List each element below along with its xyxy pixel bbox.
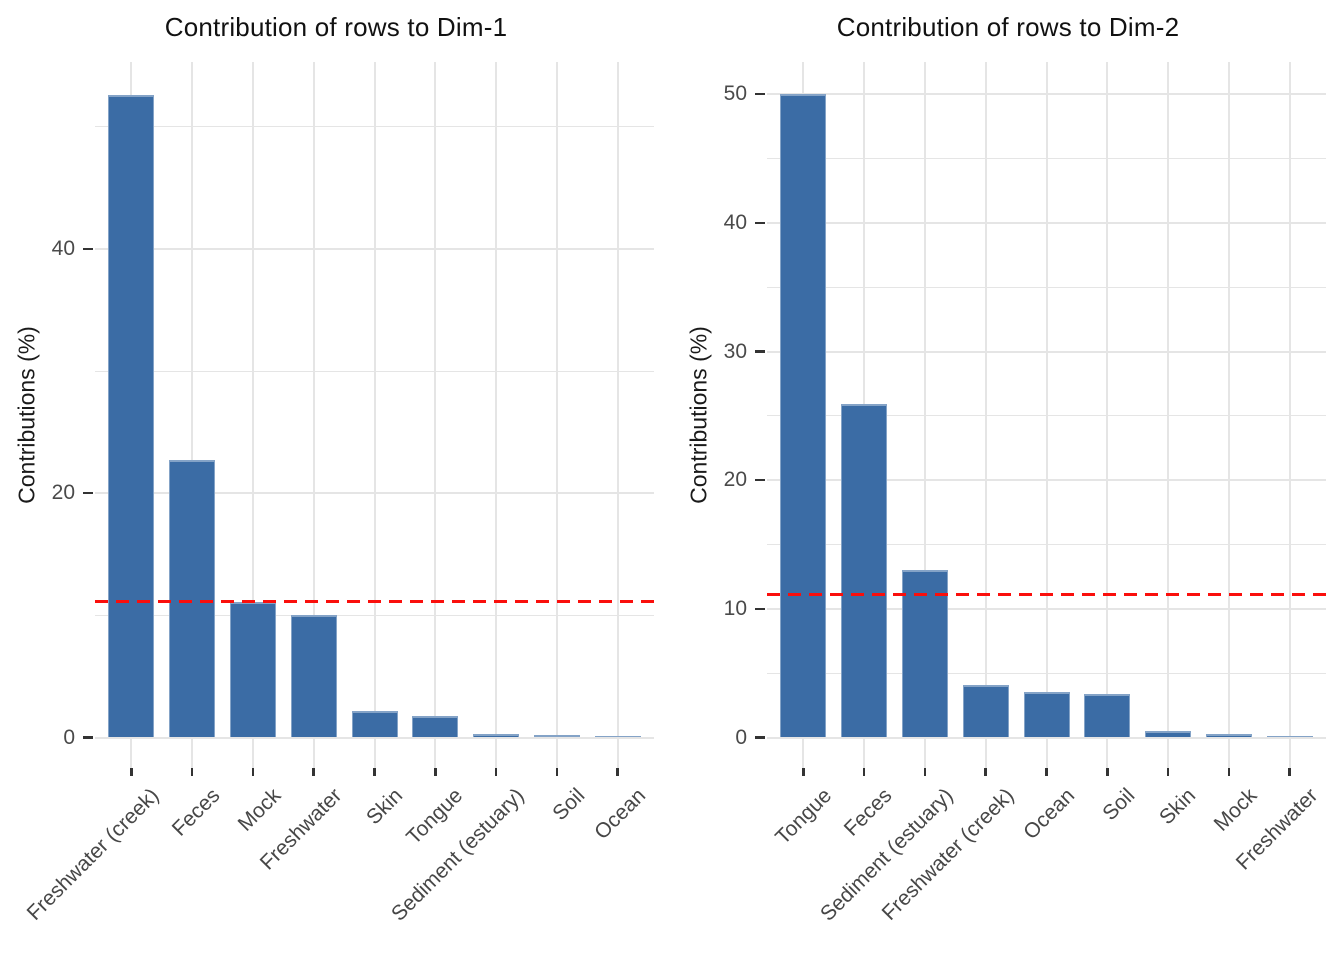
y-tick-mark <box>755 736 765 739</box>
x-gridline <box>312 62 315 768</box>
x-tick-mark <box>616 768 619 776</box>
x-tick-label: Mock <box>233 784 286 836</box>
x-tick-mark <box>1227 768 1231 776</box>
y-tick-label: 0 <box>735 725 747 749</box>
bar <box>780 94 827 738</box>
x-gridline <box>1106 62 1109 768</box>
x-gridline <box>434 62 437 768</box>
reference-line <box>767 593 1326 597</box>
x-tick-mark <box>494 768 498 776</box>
y-tick-label: 20 <box>723 468 747 492</box>
x-tick-label: Soil <box>548 784 590 826</box>
x-tick-mark <box>802 768 805 776</box>
bar <box>533 735 580 738</box>
x-gridline <box>251 62 254 768</box>
y-tick-mark <box>755 607 765 611</box>
x-tick-label: Freshwater (creek) <box>22 784 164 925</box>
y-tick-mark <box>755 478 765 482</box>
x-gridline <box>1045 62 1048 768</box>
y-tick-mark <box>755 350 765 353</box>
bar <box>351 710 398 738</box>
y-tick-mark <box>755 221 765 225</box>
y-tick-label: 40 <box>51 236 75 260</box>
x-tick-label: Feces <box>839 784 897 841</box>
y-tick-mark <box>83 247 93 251</box>
x-gridline <box>1288 62 1291 768</box>
x-tick-mark <box>1106 768 1109 776</box>
x-tick-mark <box>130 768 133 776</box>
bar <box>901 570 948 738</box>
y-tick-label: 10 <box>723 596 747 620</box>
bar <box>108 94 155 738</box>
x-tick-mark <box>373 768 376 776</box>
y-tick-label: 20 <box>51 481 75 505</box>
x-tick-mark <box>190 768 194 776</box>
x-tick-mark <box>862 768 866 776</box>
x-gridline <box>191 62 194 768</box>
x-tick-label: Skin <box>361 784 407 830</box>
bar <box>1023 692 1070 738</box>
bar <box>169 460 216 738</box>
x-tick-mark <box>984 768 987 776</box>
bar <box>1266 735 1313 738</box>
y-tick-mark <box>83 491 93 495</box>
x-tick-label: Tongue <box>770 784 836 849</box>
chart-title-dim1: Contribution of rows to Dim-1 <box>164 12 508 42</box>
x-tick-mark <box>1288 768 1291 776</box>
x-tick-label: Feces <box>167 784 225 841</box>
y-tick-label: 50 <box>723 82 747 106</box>
x-tick-label: Ocean <box>1018 784 1079 845</box>
x-gridline <box>923 62 926 768</box>
x-gridline <box>373 62 376 768</box>
x-gridline <box>1167 62 1170 768</box>
chart-title-dim2: Contribution of rows to Dim-2 <box>836 12 1180 42</box>
x-tick-mark <box>1045 768 1048 776</box>
bar <box>1084 693 1131 738</box>
x-tick-mark <box>312 768 315 776</box>
x-gridline <box>495 62 498 768</box>
bar <box>1145 731 1192 738</box>
y-tick-label: 0 <box>63 725 75 749</box>
x-tick-mark <box>923 768 927 776</box>
x-tick-mark <box>1166 768 1170 776</box>
bar <box>412 715 459 738</box>
bar <box>1205 733 1252 738</box>
x-tick-mark <box>434 768 437 776</box>
y-tick-label: 40 <box>723 210 747 234</box>
reference-line <box>95 600 654 604</box>
plot-panel-dim1: 0 20 40 Freshwater (creek) Feces Mock Freshwat… <box>22 62 654 926</box>
x-tick-mark <box>555 768 559 776</box>
x-gridline <box>1227 62 1230 768</box>
chart-dim1: Contribution of rows to Dim-1 Contributi… <box>14 12 654 926</box>
chart-dim2: Contribution of rows to Dim-2 Contributi… <box>672 0 1344 960</box>
x-tick-label: Mock <box>1209 784 1262 836</box>
bar <box>229 601 276 738</box>
bar <box>841 404 888 738</box>
x-gridline <box>984 62 987 768</box>
y-tick-mark <box>755 92 765 96</box>
bar <box>962 684 1009 738</box>
y-tick-label: 30 <box>723 339 747 363</box>
x-gridline <box>555 62 558 768</box>
bar <box>290 615 337 738</box>
plot-panel-dim2: 0 10 20 30 40 50 Tongue Feces Sediment (estuary)… <box>672 0 1344 960</box>
x-gridline <box>616 62 619 768</box>
y-tick-mark <box>83 736 93 739</box>
x-tick-label: Ocean <box>589 784 650 845</box>
bar <box>473 733 520 738</box>
bar <box>594 735 641 738</box>
x-tick-label: Soil <box>1098 784 1140 826</box>
x-tick-mark <box>251 768 255 776</box>
x-tick-label: Skin <box>1155 784 1201 830</box>
